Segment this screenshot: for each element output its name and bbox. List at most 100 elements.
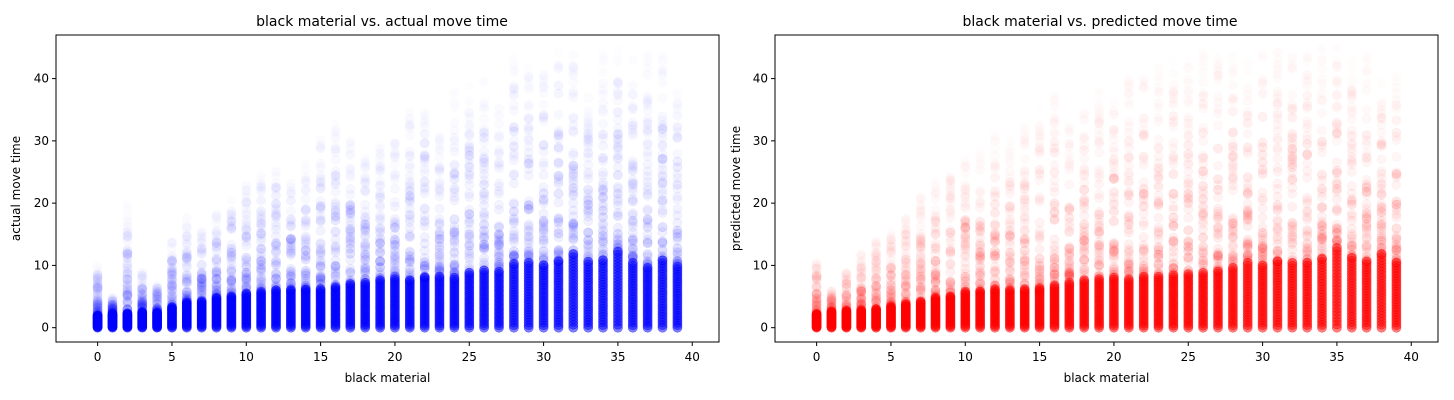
data-point (613, 78, 622, 87)
data-point (227, 207, 236, 216)
data-point (613, 46, 622, 55)
data-point (92, 288, 103, 299)
data-point (107, 304, 118, 314)
data-point (137, 298, 148, 309)
data-point (286, 186, 295, 195)
data-point (584, 148, 593, 157)
data-point (901, 240, 910, 249)
scatter-column (568, 89, 579, 333)
data-point (137, 294, 148, 304)
data-point (107, 309, 118, 319)
data-point (1050, 169, 1059, 178)
data-point (975, 254, 985, 264)
data-point (107, 309, 118, 319)
data-point (598, 130, 607, 139)
scatter-column (811, 283, 822, 333)
data-point (1019, 218, 1030, 229)
data-point (257, 171, 266, 180)
data-point (509, 151, 518, 160)
data-point (107, 308, 118, 319)
data-point (613, 238, 623, 249)
data-point (613, 228, 623, 239)
data-point (181, 293, 192, 304)
data-point (479, 225, 489, 236)
data-point (92, 300, 103, 310)
data-point (181, 294, 192, 305)
data-point (122, 278, 133, 289)
data-point (152, 294, 162, 305)
data-point (1005, 152, 1014, 161)
data-point (227, 224, 236, 233)
data-point (196, 277, 207, 288)
y-tick-label: 20 (34, 196, 49, 210)
data-point (657, 237, 668, 248)
data-point (167, 238, 176, 247)
data-point (990, 186, 999, 195)
data-point (524, 103, 533, 112)
data-point (404, 255, 415, 266)
scatter-column (375, 210, 385, 333)
data-point (167, 273, 177, 284)
scatter-column (960, 224, 971, 333)
data-point (598, 170, 608, 181)
data-point (123, 236, 132, 245)
data-point (1065, 150, 1074, 159)
data-point (375, 213, 385, 224)
data-point (137, 302, 148, 312)
data-point (1035, 165, 1044, 174)
data-point (916, 233, 925, 242)
data-point (568, 190, 579, 201)
data-point (449, 214, 460, 224)
data-point (450, 87, 459, 96)
data-point (871, 301, 881, 312)
data-point (598, 108, 607, 117)
data-point (196, 296, 207, 306)
data-point (361, 177, 370, 186)
data-point (181, 290, 192, 300)
data-point (346, 163, 355, 172)
data-point (152, 294, 162, 305)
data-point (375, 247, 385, 258)
data-point (271, 191, 280, 200)
data-point (1005, 178, 1014, 187)
data-point (872, 260, 881, 269)
data-point (241, 284, 252, 295)
data-point (569, 89, 578, 98)
data-point (673, 100, 682, 109)
data-point (196, 273, 207, 284)
data-point (584, 160, 593, 169)
data-point (857, 273, 866, 282)
data-point (658, 65, 667, 74)
data-point (420, 139, 429, 148)
data-point (122, 305, 133, 316)
data-point (598, 50, 607, 59)
data-point (330, 268, 341, 279)
data-point (524, 73, 533, 82)
data-point (569, 127, 578, 136)
data-point (524, 63, 533, 72)
data-point (315, 210, 326, 221)
data-point (872, 239, 881, 248)
right-scatter-points (811, 119, 1402, 333)
data-point (137, 307, 148, 317)
data-point (181, 287, 192, 298)
data-point (345, 263, 356, 274)
data-point (628, 121, 637, 130)
data-point (1050, 119, 1059, 128)
data-point (181, 279, 192, 290)
data-point (945, 284, 956, 295)
data-point (316, 202, 325, 211)
data-point (152, 295, 162, 305)
data-point (569, 151, 578, 160)
data-point (331, 145, 340, 154)
x-tick-label: 35 (610, 350, 625, 364)
data-point (990, 229, 1000, 240)
data-point (1035, 176, 1044, 185)
data-point (137, 299, 148, 309)
data-point (673, 162, 682, 171)
data-point (583, 199, 594, 210)
data-point (167, 273, 177, 284)
data-point (181, 296, 192, 307)
data-point (122, 263, 133, 274)
data-point (975, 227, 985, 237)
